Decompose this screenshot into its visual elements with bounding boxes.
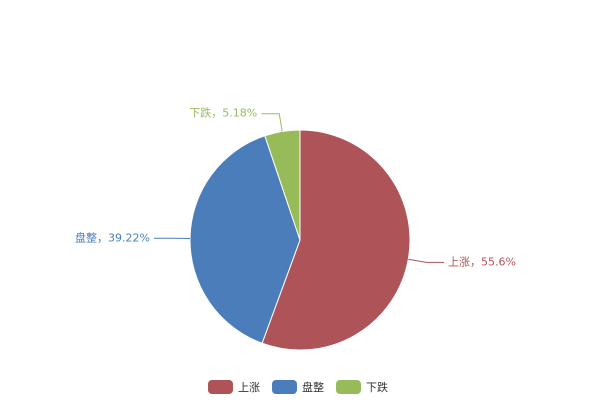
data-label: 盘整，39.22% (75, 230, 150, 244)
legend-swatch[interactable] (272, 380, 297, 394)
legend-swatch[interactable] (208, 380, 233, 394)
pie-slice[interactable] (261, 129, 411, 351)
label-line (408, 258, 445, 263)
legend-label[interactable]: 上涨 (238, 381, 260, 394)
label-line (261, 113, 283, 132)
data-label: 上涨，55.6% (448, 255, 516, 268)
pie-slice[interactable] (264, 129, 301, 241)
data-label: 下跌，5.18% (189, 106, 257, 120)
legend-swatch[interactable] (336, 380, 361, 394)
legend-label[interactable]: 下跌 (366, 380, 388, 394)
legend-label[interactable]: 盘整 (302, 380, 324, 394)
